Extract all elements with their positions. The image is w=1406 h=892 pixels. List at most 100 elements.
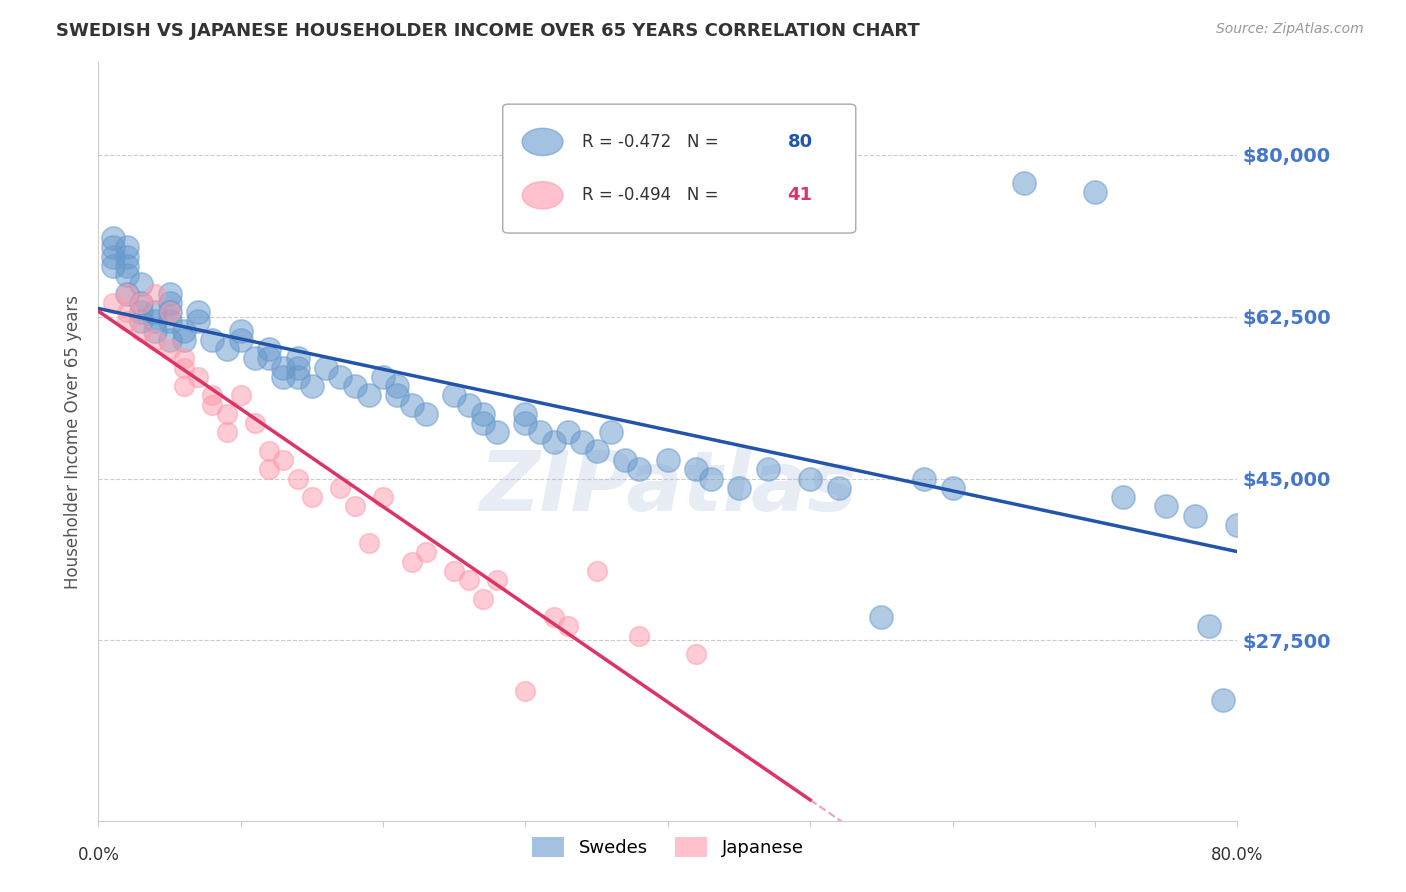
Point bbox=[145, 286, 167, 301]
FancyBboxPatch shape bbox=[503, 104, 856, 233]
Point bbox=[657, 453, 679, 467]
Point bbox=[1012, 176, 1035, 190]
Point bbox=[115, 250, 138, 264]
Point bbox=[115, 268, 138, 282]
Point bbox=[329, 369, 352, 384]
Point bbox=[1226, 517, 1249, 532]
Point bbox=[287, 351, 309, 366]
Point bbox=[101, 250, 124, 264]
Point bbox=[415, 545, 437, 559]
Point bbox=[557, 619, 579, 633]
Point bbox=[373, 369, 395, 384]
Point bbox=[145, 324, 167, 338]
Point bbox=[401, 398, 423, 412]
Point bbox=[471, 591, 494, 606]
Point bbox=[129, 296, 152, 310]
Point bbox=[301, 379, 323, 393]
Point bbox=[600, 425, 623, 440]
Point bbox=[173, 351, 195, 366]
Text: 0.0%: 0.0% bbox=[77, 846, 120, 863]
Point bbox=[942, 481, 965, 495]
Circle shape bbox=[522, 182, 562, 209]
Point bbox=[343, 379, 366, 393]
Text: 41: 41 bbox=[787, 186, 813, 204]
Text: R = -0.472   N =: R = -0.472 N = bbox=[582, 133, 724, 151]
Point bbox=[273, 453, 295, 467]
Point bbox=[159, 342, 181, 356]
Point bbox=[229, 388, 252, 402]
Point bbox=[1184, 508, 1206, 523]
Point bbox=[201, 333, 224, 347]
Point bbox=[756, 462, 779, 476]
Point bbox=[129, 296, 152, 310]
Point bbox=[115, 240, 138, 254]
Point bbox=[129, 305, 152, 319]
Point bbox=[571, 434, 593, 449]
Point bbox=[1084, 185, 1107, 199]
Point bbox=[115, 305, 138, 319]
Text: Source: ZipAtlas.com: Source: ZipAtlas.com bbox=[1216, 22, 1364, 37]
Point bbox=[373, 490, 395, 504]
Point bbox=[115, 286, 138, 301]
Point bbox=[287, 471, 309, 485]
Point bbox=[129, 314, 152, 328]
Point bbox=[828, 481, 851, 495]
Point bbox=[357, 388, 380, 402]
Point bbox=[699, 471, 721, 485]
Point bbox=[173, 333, 195, 347]
Point bbox=[543, 610, 565, 624]
Point bbox=[101, 231, 124, 245]
Point bbox=[259, 462, 281, 476]
Point bbox=[585, 443, 607, 458]
Point bbox=[415, 407, 437, 421]
Point bbox=[129, 277, 152, 292]
Point bbox=[129, 324, 152, 338]
Point bbox=[457, 573, 479, 587]
Circle shape bbox=[522, 128, 562, 155]
Point bbox=[145, 333, 167, 347]
Point bbox=[585, 564, 607, 578]
Point bbox=[159, 305, 181, 319]
Point bbox=[115, 286, 138, 301]
Point bbox=[471, 407, 494, 421]
Point bbox=[870, 610, 893, 624]
Point bbox=[159, 286, 181, 301]
Point bbox=[543, 434, 565, 449]
Point bbox=[401, 555, 423, 569]
Point bbox=[1198, 619, 1220, 633]
Point bbox=[187, 314, 209, 328]
Point bbox=[387, 379, 409, 393]
Point bbox=[443, 388, 465, 402]
Point bbox=[515, 407, 537, 421]
Point bbox=[471, 416, 494, 430]
Point bbox=[187, 305, 209, 319]
Text: 80: 80 bbox=[787, 133, 813, 151]
Y-axis label: Householder Income Over 65 years: Householder Income Over 65 years bbox=[65, 294, 83, 589]
Point bbox=[486, 425, 509, 440]
Point bbox=[1212, 693, 1234, 707]
Point bbox=[145, 305, 167, 319]
Point bbox=[259, 342, 281, 356]
Text: SWEDISH VS JAPANESE HOUSEHOLDER INCOME OVER 65 YEARS CORRELATION CHART: SWEDISH VS JAPANESE HOUSEHOLDER INCOME O… bbox=[56, 22, 920, 40]
Point bbox=[685, 462, 707, 476]
Point bbox=[215, 407, 238, 421]
Point bbox=[259, 351, 281, 366]
Point bbox=[115, 314, 138, 328]
Point bbox=[243, 351, 266, 366]
Point bbox=[201, 388, 224, 402]
Point bbox=[101, 259, 124, 273]
Point bbox=[315, 360, 337, 375]
Point bbox=[628, 629, 651, 643]
Point bbox=[287, 369, 309, 384]
Point bbox=[515, 416, 537, 430]
Point bbox=[557, 425, 579, 440]
Point bbox=[457, 398, 479, 412]
Point bbox=[443, 564, 465, 578]
Point bbox=[287, 360, 309, 375]
Point bbox=[486, 573, 509, 587]
Point bbox=[259, 443, 281, 458]
Point bbox=[529, 425, 551, 440]
Point bbox=[273, 360, 295, 375]
Point bbox=[387, 388, 409, 402]
Point bbox=[1112, 490, 1135, 504]
